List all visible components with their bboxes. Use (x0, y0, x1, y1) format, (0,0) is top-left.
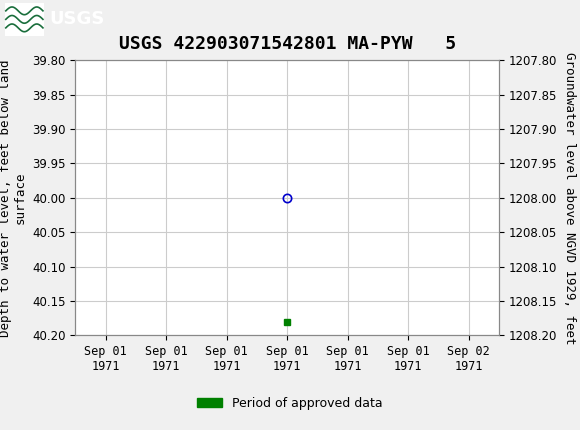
FancyBboxPatch shape (5, 3, 44, 36)
Y-axis label: Groundwater level above NGVD 1929, feet: Groundwater level above NGVD 1929, feet (563, 52, 575, 344)
Legend: Period of approved data: Period of approved data (192, 392, 388, 415)
Y-axis label: Depth to water level, feet below land
surface: Depth to water level, feet below land su… (0, 59, 27, 337)
Title: USGS 422903071542801 MA-PYW   5: USGS 422903071542801 MA-PYW 5 (118, 35, 456, 53)
Text: USGS: USGS (49, 10, 104, 28)
